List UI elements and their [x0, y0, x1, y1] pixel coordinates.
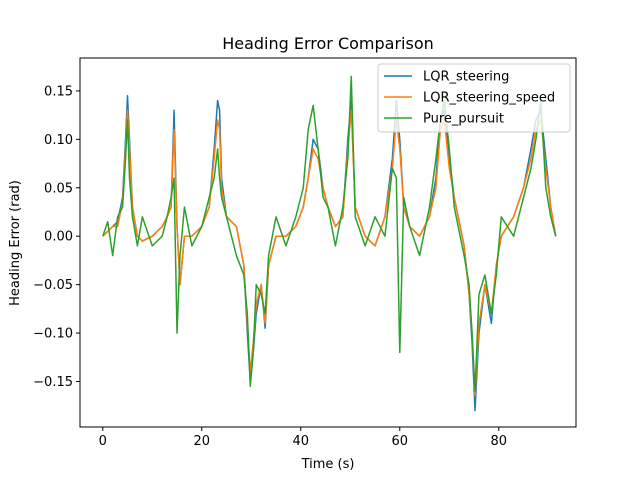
y-tick-label: 0.00	[44, 230, 73, 245]
y-axis-label: Heading Error (rad)	[8, 180, 23, 306]
y-tick-label: 0.10	[44, 133, 73, 148]
x-tick-label: 60	[392, 434, 409, 449]
legend-box	[377, 63, 571, 133]
legend: LQR_steering LQR_steering_speed Pure_pursu…	[377, 63, 571, 133]
y-tick-label: −0.10	[33, 327, 73, 342]
x-tick-label: 80	[491, 434, 508, 449]
x-tick-label: 0	[99, 434, 107, 449]
x-axis-ticks: 0 20 40 60 80	[99, 427, 507, 449]
y-tick-label: 0.15	[44, 84, 73, 99]
axes-frame	[79, 57, 577, 428]
y-tick-label: 0.05	[44, 181, 73, 196]
plot-area	[79, 57, 577, 428]
series-layer	[102, 75, 557, 412]
y-axis-ticks: −0.15 −0.10 −0.05 0.00 0.05 0.10 0.15	[33, 84, 80, 390]
series-line-Pure_pursuit	[102, 75, 557, 392]
legend-label: LQR_steering_speed	[423, 91, 555, 106]
legend-label: LQR_steering	[423, 70, 509, 85]
legend-label: Pure_pursuit	[423, 112, 504, 127]
y-tick-label: −0.15	[33, 375, 73, 390]
x-axis-label: Time (s)	[301, 457, 355, 472]
y-tick-label: −0.05	[33, 278, 73, 293]
chart-title: Heading Error Comparison	[222, 34, 434, 53]
x-tick-label: 20	[193, 434, 210, 449]
legend-items: LQR_steering LQR_steering_speed Pure_pursu…	[384, 70, 555, 127]
x-tick-label: 40	[293, 434, 310, 449]
